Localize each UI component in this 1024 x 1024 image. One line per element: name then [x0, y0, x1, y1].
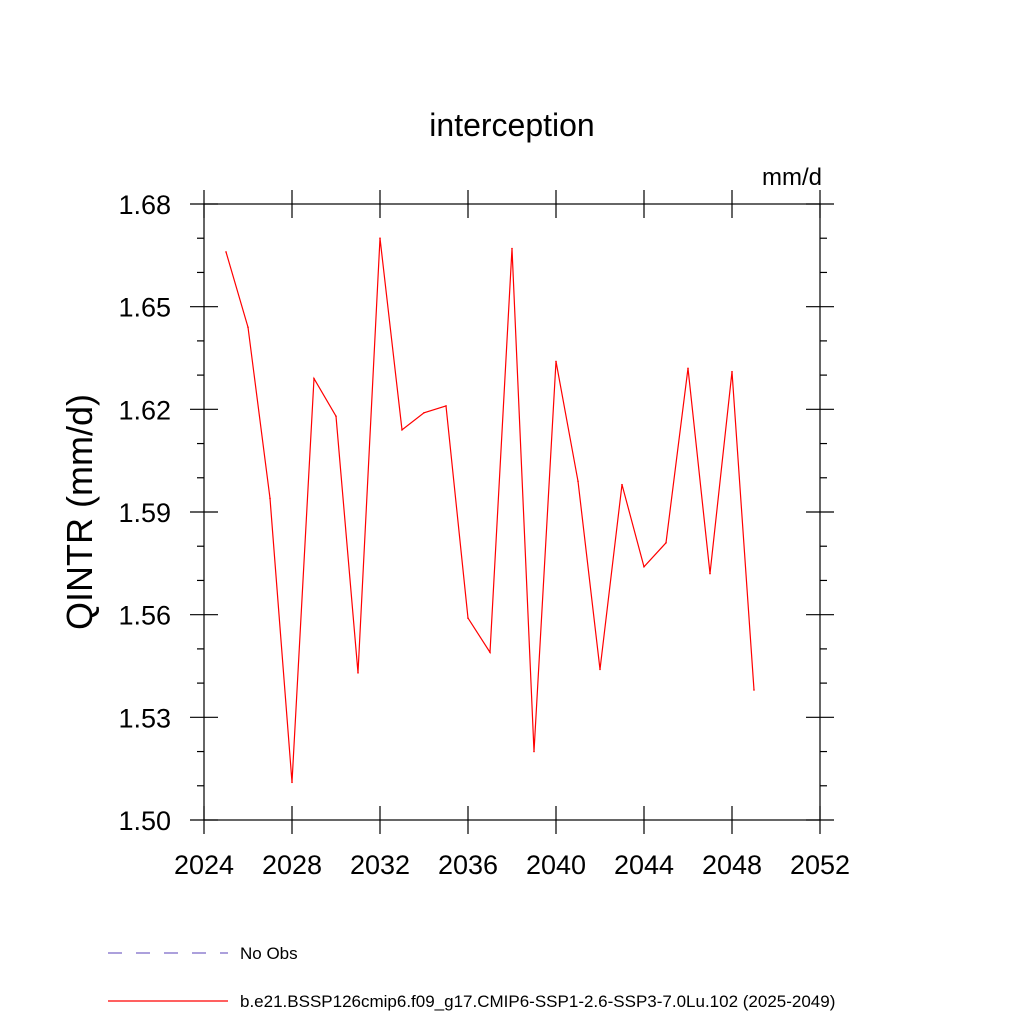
data-point	[445, 405, 447, 407]
data-point	[357, 672, 359, 674]
data-point	[753, 689, 755, 691]
x-tick-label: 2048	[702, 850, 762, 880]
legend-label: No Obs	[240, 944, 298, 963]
data-point	[577, 480, 579, 483]
chart-title: interception	[429, 107, 594, 143]
data-point	[225, 251, 227, 253]
axis-tick-labels: 2024 2028 2032 2036 2040 2044 2048 2052 1.50 1.53…	[118, 190, 850, 880]
y-tick-label: 1.50	[118, 806, 171, 836]
data-point	[687, 367, 689, 370]
data-point	[291, 781, 293, 784]
series-line	[225, 238, 755, 783]
y-axis-label: QINTR (mm/d)	[59, 394, 100, 630]
units-label: mm/d	[762, 164, 822, 191]
data-point	[533, 750, 535, 753]
axis-ticks	[190, 190, 834, 834]
legend-label: b.e21.BSSP126cmip6.f09_g17.CMIP6-SSP1-2.…	[240, 992, 835, 1011]
data-point	[709, 572, 711, 575]
y-tick-label: 1.53	[118, 703, 171, 733]
data-point	[247, 326, 249, 329]
y-tick-label: 1.56	[118, 601, 171, 631]
data-point	[269, 497, 271, 500]
data-point	[511, 247, 513, 250]
plot-frame	[203, 203, 821, 821]
x-tick-label: 2044	[614, 850, 674, 880]
legend: No Obs b.e21.BSSP126cmip6.f09_g17.CMIP6-S…	[108, 944, 835, 1011]
x-tick-label: 2028	[262, 850, 322, 880]
x-tick-label: 2040	[526, 850, 586, 880]
data-point	[643, 565, 645, 568]
data-point	[621, 483, 623, 486]
data-point	[489, 651, 491, 654]
data-point	[555, 360, 557, 363]
data-point	[379, 237, 381, 240]
data-point	[665, 542, 667, 544]
series-group	[225, 237, 755, 784]
data-point	[467, 617, 469, 619]
x-tick-label: 2036	[438, 850, 498, 880]
data-point	[335, 415, 337, 417]
data-point	[731, 370, 733, 373]
data-point	[401, 429, 403, 431]
x-tick-label: 2024	[174, 850, 234, 880]
x-tick-label: 2052	[790, 850, 850, 880]
y-tick-label: 1.62	[118, 395, 171, 425]
data-point	[313, 377, 315, 380]
x-tick-label: 2032	[350, 850, 410, 880]
data-point	[423, 411, 425, 414]
y-tick-label: 1.59	[118, 498, 171, 528]
y-tick-label: 1.65	[118, 293, 171, 323]
y-tick-label: 1.68	[118, 190, 171, 220]
data-point	[599, 668, 601, 671]
